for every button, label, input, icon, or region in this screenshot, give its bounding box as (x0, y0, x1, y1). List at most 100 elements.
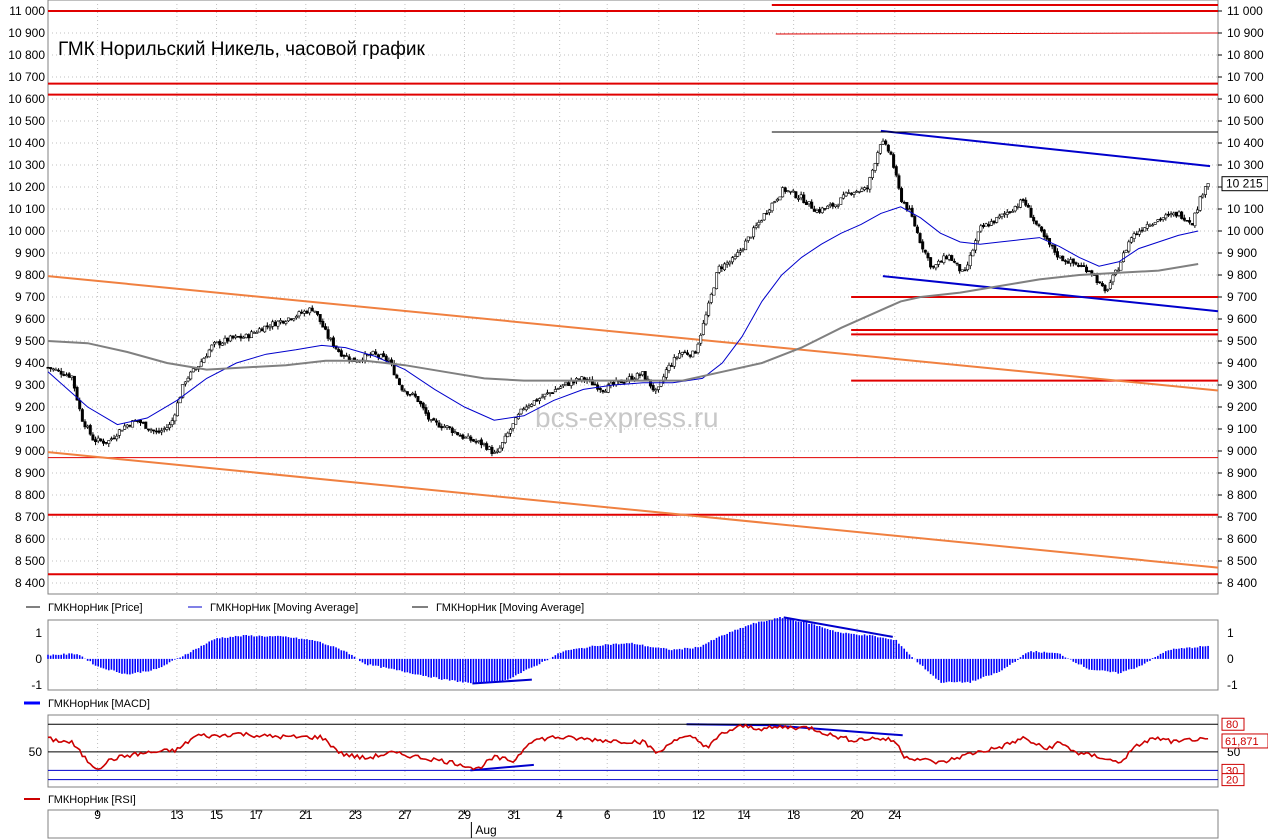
y-tick-right: 8 900 (1227, 466, 1257, 480)
candle (1082, 262, 1086, 267)
candle (921, 239, 925, 253)
candle (1074, 261, 1078, 266)
y-tick-left: 10 800 (8, 48, 45, 62)
macd-histogram: 1 1 0 0 -1 -1 (31, 617, 1238, 692)
candle (744, 238, 748, 251)
candle (395, 373, 399, 379)
legend-macd: ГМКНорНик [MACD] (48, 698, 150, 710)
y-tick-right: 8 500 (1227, 554, 1257, 568)
candle (781, 186, 785, 198)
candle (656, 386, 660, 393)
y-tick-left: 9 000 (15, 444, 45, 458)
candle (297, 310, 301, 319)
level-line (775, 32, 1219, 35)
candle (374, 349, 378, 356)
candle (839, 197, 843, 205)
candle (316, 311, 320, 317)
candle (146, 428, 150, 432)
candle (672, 354, 676, 369)
candle (276, 320, 280, 330)
candle (75, 385, 79, 401)
y-tick-left: 9 900 (15, 246, 45, 260)
candle (255, 330, 259, 334)
candle (479, 437, 483, 449)
candle (974, 238, 978, 254)
candle (960, 269, 964, 272)
candle (514, 417, 518, 425)
candle (416, 396, 420, 403)
candle (1106, 288, 1110, 293)
candle (191, 368, 195, 373)
candle (715, 272, 719, 290)
candle (696, 342, 700, 355)
y-tick-right: 10 600 (1227, 92, 1264, 106)
candle (1103, 284, 1107, 294)
y-tick-right: 8 400 (1227, 576, 1257, 590)
candle (493, 449, 497, 454)
candle (773, 200, 777, 204)
candle (606, 382, 610, 394)
candle (207, 348, 211, 358)
candle (1029, 205, 1033, 218)
candle (448, 426, 452, 430)
candle (664, 366, 668, 380)
y-tick-right: 8 700 (1227, 510, 1257, 524)
candle (955, 262, 959, 267)
candle (1129, 236, 1133, 244)
candle (643, 371, 647, 380)
candle (168, 421, 172, 431)
candle (183, 381, 187, 387)
candle (754, 222, 758, 230)
candle (345, 352, 349, 357)
candle (699, 333, 703, 346)
candle (508, 427, 512, 437)
candle (635, 372, 639, 380)
y-tick-right: 8 800 (1227, 488, 1257, 502)
macd-y-tick-right: -1 (1227, 678, 1238, 692)
candle (551, 391, 555, 394)
candle (117, 428, 121, 439)
candle (892, 152, 896, 169)
candle (1071, 258, 1075, 267)
candle (1188, 217, 1192, 225)
candle (400, 384, 404, 392)
y-tick-left: 9 300 (15, 378, 45, 392)
x-tick-label: 4 (556, 808, 563, 822)
macd-y-tick-left: 1 (35, 626, 42, 640)
rsi-legend: ГМКНорНик [RSI] (24, 794, 136, 806)
candle (540, 393, 544, 399)
candle (384, 354, 388, 364)
candle (263, 325, 267, 333)
candle (1143, 227, 1147, 232)
candle (704, 311, 708, 326)
candle (543, 393, 547, 400)
last-price-box (1221, 176, 1268, 192)
x-tick-label: 10 (652, 808, 666, 822)
candle (461, 433, 465, 440)
y-tick-right: 9 800 (1227, 268, 1257, 282)
candle (810, 199, 814, 209)
y-tick-right: 9 600 (1227, 312, 1257, 326)
candle (1011, 209, 1015, 213)
candle (654, 387, 658, 395)
y-tick-right: 9 500 (1227, 334, 1257, 348)
trendline-support (882, 275, 1219, 313)
candle (841, 191, 845, 200)
candle (1185, 220, 1189, 222)
candle (186, 376, 190, 383)
candle (80, 407, 84, 422)
y-tick-left: 10 100 (8, 202, 45, 216)
y-tick-left: 10 600 (8, 92, 45, 106)
candle (1127, 239, 1131, 254)
y-tick-left: 9 700 (15, 290, 45, 304)
candle (1040, 225, 1044, 233)
y-tick-right: 10 400 (1227, 136, 1264, 150)
candle (1000, 213, 1004, 220)
candle (923, 249, 927, 255)
y-tick-right: 10 000 (1227, 224, 1264, 238)
y-tick-left: 8 500 (15, 554, 45, 568)
candle (847, 189, 851, 195)
candle (424, 404, 428, 417)
candle (413, 390, 417, 399)
y-tick-right: 9 700 (1227, 290, 1257, 304)
